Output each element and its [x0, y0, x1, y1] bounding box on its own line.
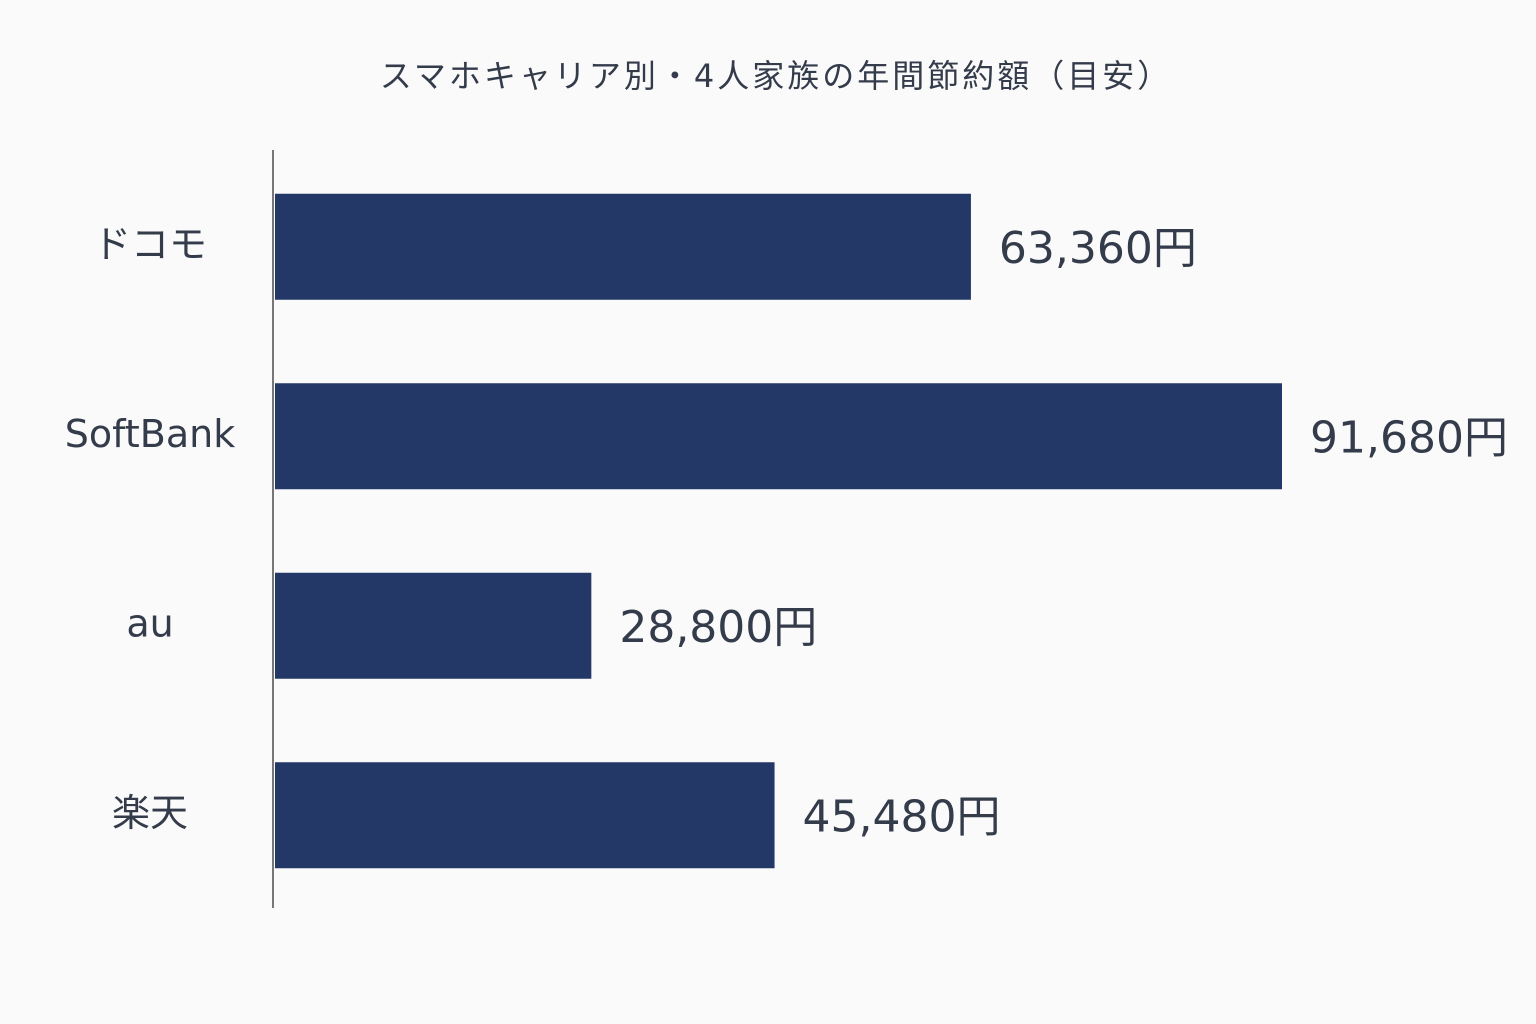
y-tick-label: 楽天 — [112, 791, 188, 835]
chart-title: スマホキャリア別・4人家族の年間節約額（目安） — [380, 57, 1172, 95]
bar — [275, 383, 1282, 490]
y-tick-label: SoftBank — [65, 412, 235, 456]
y-tick-label: au — [126, 601, 173, 645]
value-label: 91,680円 — [1310, 412, 1508, 463]
bar — [275, 193, 971, 300]
y-tick-label: ドコモ — [93, 222, 207, 266]
value-label: 63,360円 — [999, 223, 1197, 274]
value-label: 45,480円 — [803, 791, 1001, 842]
value-label: 28,800円 — [619, 602, 817, 653]
bar — [275, 572, 592, 679]
bar — [275, 762, 775, 869]
